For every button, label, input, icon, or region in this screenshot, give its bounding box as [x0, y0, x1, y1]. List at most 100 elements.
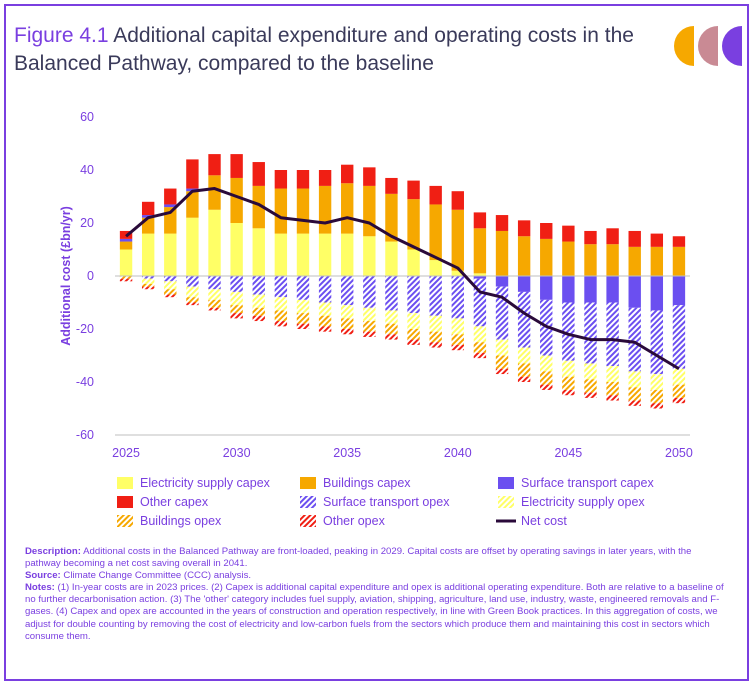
- bar-surface-transport-capex-2048: [628, 276, 641, 308]
- bar-electricity-supply-opex-2050: [672, 368, 686, 385]
- bar-buildings-opex-2044: [540, 371, 553, 385]
- bar-buildings-opex-2029: [208, 299, 221, 308]
- bar-buildings-opex-2039: [429, 331, 442, 343]
- legend-label-other-opex: Other opex: [323, 514, 386, 528]
- bar-buildings-opex-2032: [274, 310, 288, 322]
- bar-electricity-supply-capex-2033: [296, 233, 310, 276]
- bar-other-opex-2038: [407, 339, 420, 345]
- bar-surface-transport-capex-2047: [606, 276, 619, 303]
- bar-other-capex-2030: [230, 154, 243, 178]
- bar-surface-transport-opex-2037: [385, 276, 398, 311]
- legend-swatch-electricity-supply-capex: [117, 477, 133, 489]
- bar-buildings-opex-2040: [451, 334, 464, 345]
- bar-surface-transport-opex-2036: [363, 276, 376, 308]
- bar-buildings-opex-2041: [473, 342, 487, 353]
- bar-other-opex-2025: [119, 278, 133, 282]
- legend-label-surface-transport-capex: Surface transport capex: [521, 476, 654, 490]
- bar-electricity-supply-opex-2046: [584, 363, 597, 380]
- bar-buildings-capex-2028: [186, 191, 199, 218]
- x-tick-label: 2045: [554, 446, 582, 460]
- bar-other-capex-2036: [363, 167, 376, 186]
- bar-electricity-supply-opex-2040: [451, 318, 464, 335]
- bar-surface-transport-capex-2046: [584, 276, 597, 303]
- bar-electricity-supply-capex-2037: [385, 241, 398, 276]
- bar-other-opex-2036: [363, 331, 376, 337]
- bar-electricity-supply-opex-2039: [429, 315, 442, 332]
- bar-electricity-supply-opex-2026: [141, 278, 155, 284]
- bar-buildings-opex-2034: [318, 315, 332, 327]
- bar-surface-transport-capex-2043: [517, 276, 531, 292]
- bar-other-opex-2031: [252, 315, 265, 322]
- bar-buildings-capex-2050: [672, 246, 686, 276]
- bar-electricity-supply-opex-2045: [562, 360, 575, 377]
- legend-swatch-surface-transport-capex: [498, 477, 514, 489]
- figure-label: Figure 4.1: [14, 24, 109, 47]
- bar-surface-transport-capex-2027: [164, 204, 177, 208]
- legend-swatch-other-opex: [300, 515, 316, 527]
- legend-swatch-surface-transport-opex: [300, 496, 316, 508]
- bar-surface-transport-capex-2049: [650, 276, 664, 311]
- bar-electricity-supply-capex-2032: [274, 233, 288, 276]
- bar-other-capex-2032: [274, 170, 288, 189]
- bar-electricity-supply-capex-2031: [252, 228, 265, 276]
- bar-electricity-supply-capex-2041: [473, 273, 487, 276]
- y-tick-label: 60: [80, 110, 94, 124]
- bar-electricity-supply-opex-2048: [628, 371, 641, 388]
- bar-buildings-capex-2049: [650, 246, 664, 276]
- legend-swatch-buildings-opex: [117, 515, 133, 527]
- bar-electricity-supply-capex-2028: [186, 217, 199, 276]
- description-label: Description:: [25, 546, 81, 557]
- bar-electricity-supply-capex-2027: [164, 233, 177, 276]
- bar-electricity-supply-capex-2038: [407, 249, 420, 276]
- bar-buildings-capex-2045: [562, 241, 575, 276]
- legend-label-electricity-supply-opex: Electricity supply opex: [521, 495, 645, 509]
- bar-buildings-opex-2045: [562, 376, 575, 390]
- bar-other-capex-2049: [650, 233, 664, 247]
- bar-surface-transport-capex-2041: [473, 276, 487, 279]
- bar-surface-transport-opex-2039: [429, 276, 442, 316]
- bar-other-capex-2029: [208, 154, 221, 176]
- y-tick-label: -40: [76, 375, 94, 389]
- bar-electricity-supply-capex-2025: [119, 249, 133, 276]
- bar-electricity-supply-capex-2029: [208, 209, 221, 276]
- bar-other-capex-2028: [186, 159, 199, 189]
- bar-other-capex-2047: [606, 228, 619, 245]
- bar-other-opex-2033: [296, 323, 310, 329]
- bar-buildings-capex-2036: [363, 185, 376, 237]
- legend-label-buildings-capex: Buildings capex: [323, 476, 411, 490]
- bar-buildings-opex-2027: [164, 289, 177, 295]
- bar-buildings-capex-2043: [517, 236, 531, 276]
- bar-surface-transport-opex-2035: [341, 276, 354, 306]
- bar-other-opex-2048: [628, 400, 641, 406]
- bar-other-opex-2034: [318, 326, 332, 332]
- bar-buildings-capex-2031: [252, 185, 265, 229]
- bar-electricity-supply-capex-2035: [341, 233, 354, 276]
- bar-other-capex-2044: [540, 223, 553, 239]
- bar-other-capex-2041: [473, 212, 487, 229]
- notes-text: (1) In-year costs are in 2023 prices. (2…: [25, 582, 724, 642]
- bar-buildings-capex-2034: [318, 185, 332, 234]
- figure-title: Figure 4.1 Additional capital expenditur…: [14, 22, 634, 78]
- bar-electricity-supply-opex-2028: [186, 286, 199, 298]
- bar-other-opex-2035: [341, 329, 354, 335]
- bar-other-opex-2028: [186, 302, 199, 306]
- bar-other-opex-2047: [606, 395, 619, 401]
- bar-buildings-capex-2032: [274, 188, 288, 234]
- legend-label-electricity-supply-capex: Electricity supply capex: [140, 476, 271, 490]
- bar-surface-transport-opex-2047: [606, 302, 619, 367]
- bar-other-capex-2048: [628, 230, 641, 247]
- bar-buildings-opex-2049: [650, 389, 664, 404]
- bar-surface-transport-opex-2028: [186, 276, 199, 287]
- bar-other-capex-2040: [451, 191, 464, 210]
- source-text: Climate Change Committee (CCC) analysis.: [60, 570, 252, 582]
- bar-electricity-supply-opex-2033: [296, 299, 310, 314]
- x-tick-label: 2025: [112, 446, 140, 460]
- bar-buildings-opex-2031: [252, 307, 265, 316]
- bar-electricity-supply-opex-2047: [606, 366, 619, 382]
- description-text: Additional costs in the Balanced Pathway…: [25, 546, 692, 570]
- bar-electricity-supply-opex-2030: [230, 291, 243, 306]
- bar-electricity-supply-capex-2026: [141, 233, 155, 276]
- bar-electricity-supply-opex-2044: [540, 355, 553, 372]
- source-paragraph: Source: Climate Change Committee (CCC) a…: [25, 570, 725, 582]
- x-tick-label: 2035: [333, 446, 361, 460]
